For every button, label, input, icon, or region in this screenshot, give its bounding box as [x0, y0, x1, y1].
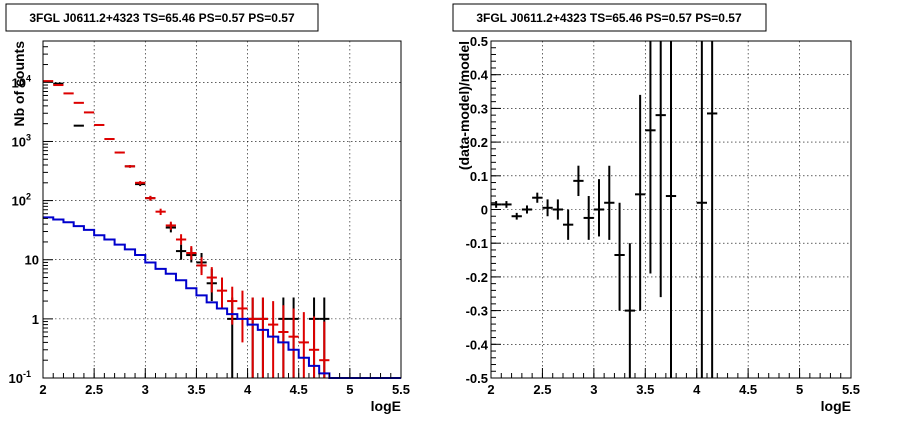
- data-point: [645, 41, 656, 274]
- data-point: [216, 277, 228, 309]
- data-point: [206, 267, 217, 293]
- chart-title: 3FGL J0611.2+4323 TS=65.46 PS=0.57 PS=0.…: [29, 11, 295, 25]
- title-box: [452, 3, 767, 32]
- data-point: [707, 41, 718, 378]
- x-tick-label: 3.5: [636, 382, 654, 397]
- data-point: [155, 208, 166, 216]
- data-point: [501, 201, 512, 208]
- data-point: [521, 205, 533, 214]
- data-point: [614, 202, 625, 311]
- data-point: [63, 92, 74, 95]
- data-point: [237, 290, 248, 343]
- y-tick-label: 103: [12, 132, 31, 149]
- x-tick-label: 5.5: [842, 382, 860, 397]
- data-point: [511, 212, 522, 220]
- y-tick-label: 0.4: [470, 68, 489, 83]
- data-point: [94, 123, 105, 126]
- y-tick-label: 10-1: [9, 369, 31, 386]
- x-tick-label: 2.5: [533, 382, 551, 397]
- data-point: [298, 312, 309, 378]
- x-tick-label: 2: [487, 382, 494, 397]
- x-tick-label: 4.5: [290, 382, 308, 397]
- data-point: [175, 234, 187, 245]
- y-tick-label: 0.5: [470, 34, 488, 49]
- y-tick-label: 102: [12, 192, 31, 209]
- x-tick-label: 2.5: [85, 382, 103, 397]
- data-point: [624, 243, 635, 378]
- data-point: [542, 199, 553, 217]
- data-point: [532, 192, 543, 203]
- data-point: [563, 209, 574, 240]
- data-point: [53, 84, 64, 87]
- x-tick-label: 3: [590, 382, 597, 397]
- data-point: [83, 111, 95, 114]
- model-histogram-line: [43, 216, 401, 379]
- y-tick-label: 1: [32, 312, 39, 327]
- y-tick-label: -0.1: [466, 236, 488, 251]
- y-tick-label: -0.4: [466, 337, 489, 352]
- x-tick-label: 2: [39, 382, 46, 397]
- y-tick-label: 104: [12, 73, 31, 90]
- x-tick-label: 3.5: [187, 382, 205, 397]
- data-point: [665, 41, 677, 378]
- data-point: [257, 297, 269, 378]
- y-axis-label: (data-model)/model: [456, 41, 472, 170]
- data-point: [186, 246, 197, 260]
- data-point: [175, 244, 187, 260]
- data-point: [696, 41, 707, 378]
- x-tick-label: 4: [693, 382, 701, 397]
- data-point: [635, 94, 646, 311]
- data-point: [165, 221, 176, 230]
- x-tick-label: 3: [142, 382, 149, 397]
- y-tick-label: -0.2: [466, 270, 488, 285]
- data-point: [196, 257, 207, 276]
- x-tick-label: 4: [244, 382, 252, 397]
- data-point: [73, 101, 84, 104]
- data-point: [655, 41, 666, 298]
- chart-title: 3FGL J0611.2+4323 TS=65.46 PS=0.57 PS=0.…: [476, 11, 742, 25]
- series-0: [491, 41, 718, 378]
- data-point: [319, 321, 330, 378]
- y-tick-label: 0: [481, 203, 488, 218]
- data-point: [583, 196, 594, 240]
- y-tick-label: -0.3: [466, 304, 488, 319]
- residuals-panel: 2 2.5 3 3.5 4 4.5 5 5.5 -0.5 -0.4 -0.3 -0.2 -0.1 0 0.1…: [452, 3, 860, 414]
- counts-panel: 2 2.5 3 3.5 4 4.5 5 5.5 10-1 1 10 102 103 104 logE Nb…: [5, 3, 410, 414]
- data-point: [227, 286, 238, 325]
- y-axis-label: Nb of counts: [11, 41, 27, 127]
- data-point: [573, 165, 584, 197]
- x-tick-label: 5: [346, 382, 353, 397]
- y-tick-label: 10: [25, 253, 39, 268]
- data-point: [114, 151, 125, 154]
- x-tick-label: 5.5: [392, 382, 410, 397]
- y-tick-label: 0.1: [470, 169, 488, 184]
- x-axis-label: logE: [371, 398, 401, 414]
- data-point: [552, 199, 563, 220]
- x-tick-label: 5: [796, 382, 803, 397]
- data-point: [604, 165, 615, 240]
- x-tick-label: 4.5: [739, 382, 757, 397]
- y-tick-label: 0.2: [470, 135, 488, 150]
- y-tick-label: 0.3: [470, 101, 488, 116]
- data-point: [73, 124, 84, 127]
- data-point: [145, 195, 156, 201]
- data-point: [593, 179, 605, 237]
- data-point: [53, 82, 64, 85]
- data-point: [491, 201, 502, 208]
- data-point: [124, 164, 136, 168]
- title-box: [5, 3, 319, 32]
- y-tick-label: -0.5: [466, 371, 488, 386]
- data-point: [268, 301, 279, 378]
- data-point: [247, 297, 258, 378]
- data-point: [288, 308, 299, 378]
- data-point: [308, 316, 320, 378]
- data-point: [135, 181, 146, 185]
- data-point: [104, 138, 115, 141]
- x-axis-label: logE: [821, 398, 851, 414]
